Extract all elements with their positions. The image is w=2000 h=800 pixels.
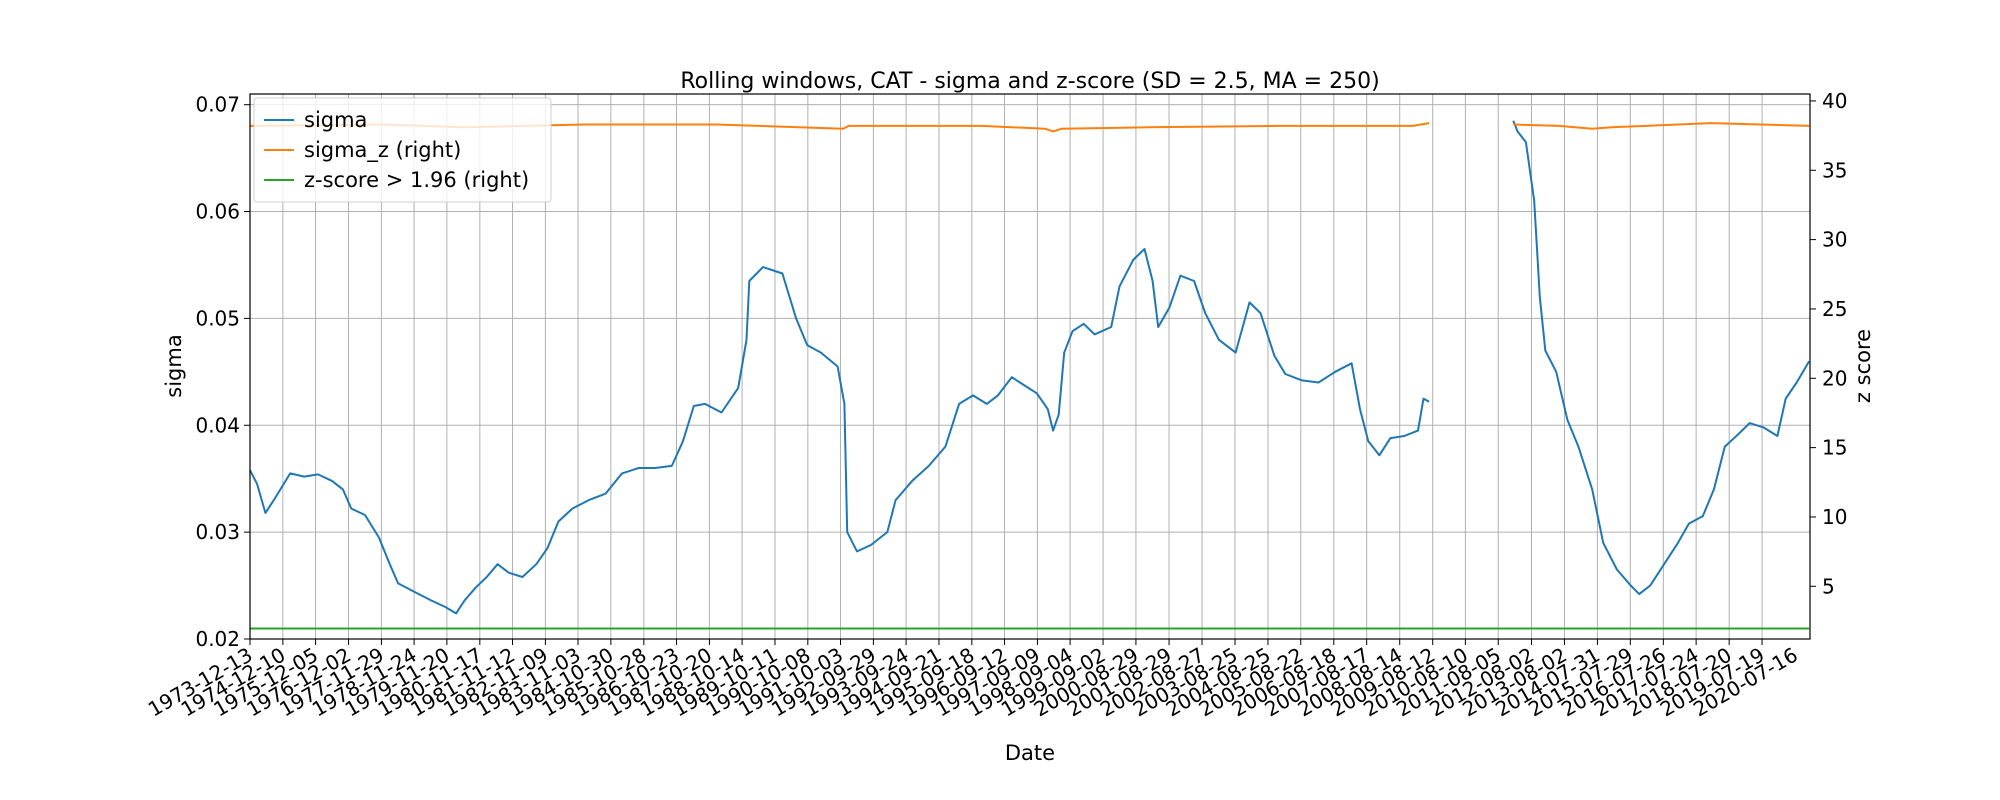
series-line-sigma-z-right (1513, 122, 1810, 130)
y-right-tick-label: 40 (1822, 89, 1847, 113)
y-tick-label: 0.07 (195, 93, 240, 117)
series-line-sigma (1512, 120, 1810, 596)
y-right-tick-label: 15 (1822, 436, 1847, 460)
y-right-tick-label: 5 (1822, 574, 1835, 598)
y-tick-label: 0.02 (195, 627, 240, 651)
y-right-tick-label: 10 (1822, 505, 1847, 529)
series-line-sigma (249, 248, 1430, 615)
x-axis-label: Date (1005, 741, 1055, 765)
y-right-tick-label: 30 (1822, 228, 1847, 252)
y-right-tick-label: 35 (1822, 158, 1847, 182)
legend-frame (253, 97, 552, 203)
y-right-tick-label: 25 (1822, 297, 1847, 321)
y-tick-label: 0.04 (195, 413, 240, 437)
plot-frame (249, 93, 1811, 640)
axes: 1973-12-131974-12-101975-12-051976-12-02… (144, 89, 1848, 722)
y-tick-label: 0.06 (195, 200, 240, 224)
legend: sigma sigma_z (right) z-score > 1.96 (ri… (253, 97, 552, 203)
y-tick-label: 0.05 (195, 306, 240, 330)
y-axis-label: sigma (162, 334, 186, 397)
plot-area (249, 120, 1810, 630)
legend-label-sigma: sigma (304, 108, 367, 132)
y-right-tick-label: 20 (1822, 366, 1847, 390)
legend-label-zscore: z-score > 1.96 (right) (304, 168, 529, 192)
y-tick-label: 0.03 (195, 520, 240, 544)
legend-label-sigma-z: sigma_z (right) (304, 138, 461, 163)
y-axis-right-label: z score (1851, 329, 1875, 403)
chart-title: Rolling windows, CAT - sigma and z-score… (680, 69, 1379, 94)
